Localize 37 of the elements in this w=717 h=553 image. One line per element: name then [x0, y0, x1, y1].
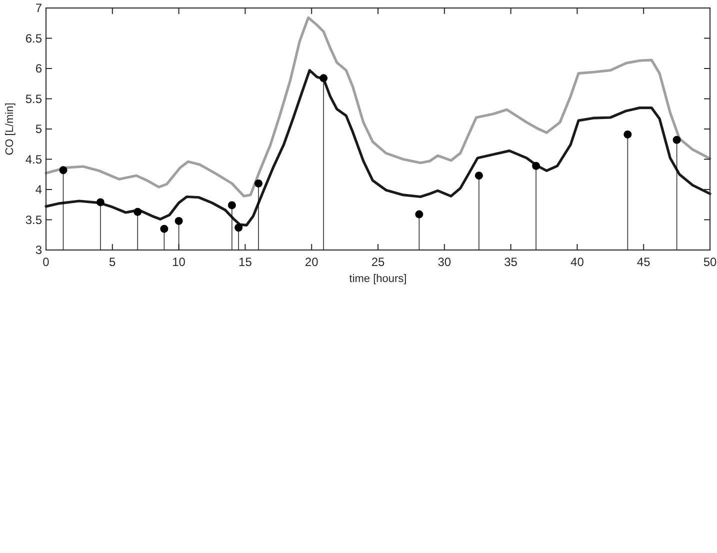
x-tick-label: 0 — [42, 255, 50, 269]
x-tick-label: 45 — [636, 255, 651, 269]
y-tick-label: 6.5 — [25, 31, 42, 46]
point — [624, 130, 632, 138]
y-axis-title: CO [L/min] — [4, 102, 16, 156]
y-tick-label: 4.5 — [25, 152, 42, 166]
y-tick-label: 5.5 — [25, 92, 42, 106]
point — [96, 198, 104, 206]
x-tick-label: 15 — [238, 255, 252, 269]
point — [254, 179, 262, 188]
x-tick-label: 20 — [304, 255, 319, 269]
x-tick-label: 5 — [109, 255, 116, 269]
y-tick-label: 6 — [35, 62, 42, 76]
point — [234, 224, 243, 232]
x-tick-label: 10 — [172, 255, 186, 269]
y-tick-label: 3.5 — [25, 212, 42, 227]
point — [320, 74, 328, 82]
point — [174, 216, 183, 225]
point — [474, 172, 483, 180]
point — [228, 201, 236, 210]
point — [160, 224, 168, 233]
point — [59, 166, 68, 174]
y-tick-label: 7 — [35, 1, 42, 16]
line-series — [44, 16, 712, 198]
x-axis-title: time [hours] — [349, 273, 407, 285]
x-tick-label: 35 — [504, 255, 518, 269]
point — [415, 210, 424, 218]
y-tick-label: 5 — [35, 122, 42, 136]
y-tick-label: 4 — [35, 182, 42, 197]
x-tick-label: 25 — [371, 255, 385, 269]
x-tick-label: 40 — [570, 255, 584, 269]
point — [672, 136, 681, 144]
point — [532, 162, 540, 170]
point — [134, 208, 142, 216]
x-tick-label: 30 — [438, 255, 452, 269]
y-tick-label: 3 — [35, 243, 42, 258]
x-tick-label: 50 — [703, 255, 717, 269]
